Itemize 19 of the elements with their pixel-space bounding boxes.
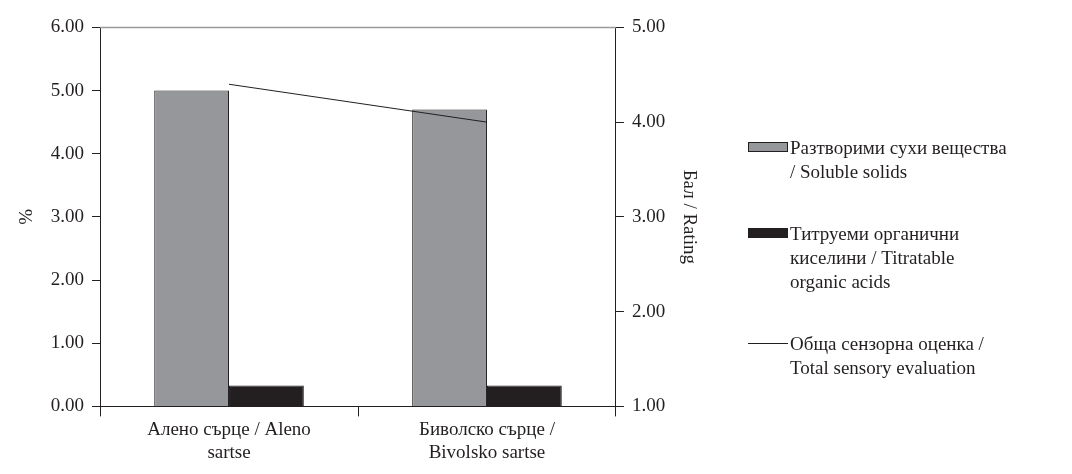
legend-label: Обща сензорна оценка / Total sensory evaluation	[790, 332, 985, 380]
y-tick-label: 2.00	[50, 268, 85, 290]
y2-tick-label: 5.00	[631, 15, 666, 37]
y2-axis-title: Бал / Rating	[679, 169, 701, 265]
y-tick-label: 4.00	[50, 141, 85, 163]
legend-label: Титруеми органични киселини / Titratable organic acids	[790, 222, 961, 294]
legend-label: Разтворими сухи вещества / Soluble solids	[790, 136, 1008, 184]
y-axis-title: %	[15, 208, 37, 225]
x-tick-label: Алено сърце / Aleno sartse	[147, 417, 311, 462]
y-tick-label: 3.00	[50, 204, 85, 226]
y-tick-label: 0.00	[50, 394, 85, 416]
y2-tick-label: 2.00	[631, 299, 666, 321]
y-tick-label: 1.00	[50, 331, 85, 353]
y-tick-label: 6.00	[50, 15, 85, 37]
y2-tick-label: 3.00	[631, 204, 666, 226]
y2-tick-label: 1.00	[631, 394, 666, 416]
y-tick-label: 5.00	[50, 78, 85, 100]
y2-tick-label: 4.00	[631, 110, 666, 132]
x-tick-label: Биволско сърце / Bivolsko sartse	[418, 417, 556, 462]
